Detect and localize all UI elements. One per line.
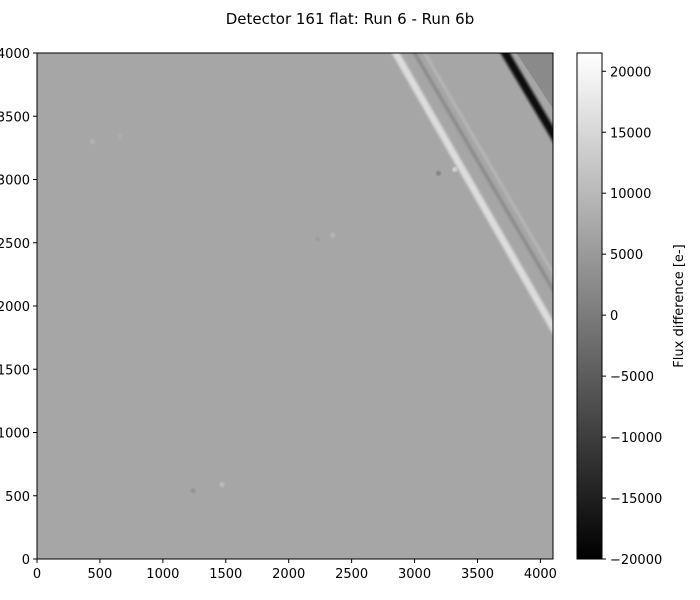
x-tick-label: 3500 xyxy=(461,567,494,582)
colorbar-tick-label: −5000 xyxy=(610,370,654,385)
y-tick-label: 1000 xyxy=(0,427,30,442)
y-tick-label: 3000 xyxy=(0,174,30,189)
x-tick-label: 500 xyxy=(88,567,113,582)
spot xyxy=(435,170,442,176)
colorbar-tick-label: −10000 xyxy=(610,431,662,446)
y-tick-label: 0 xyxy=(22,553,30,568)
spot xyxy=(117,133,123,140)
x-tick-label: 1000 xyxy=(146,567,179,582)
heatmap-image xyxy=(37,53,553,559)
spot xyxy=(219,481,225,487)
colorbar-gradient xyxy=(577,53,602,559)
x-tick-label: 3000 xyxy=(398,567,431,582)
colorbar-tick-label: −20000 xyxy=(610,553,662,568)
x-tick-label: 2000 xyxy=(272,567,305,582)
x-tick-label: 4000 xyxy=(524,567,557,582)
colorbar-tick-label: 0 xyxy=(610,309,618,324)
y-tick-label: 4000 xyxy=(0,47,30,62)
colorbar-tick-label: 20000 xyxy=(610,65,651,80)
dark-corner-stripe xyxy=(500,53,553,142)
x-tick-label: 0 xyxy=(33,567,41,582)
dark-ripple xyxy=(412,53,553,293)
y-tick-label: 500 xyxy=(5,490,30,505)
spot xyxy=(315,236,321,242)
colorbar-label: Flux difference [e-] xyxy=(672,244,687,367)
colorbar-tick-label: 5000 xyxy=(610,248,643,263)
spot xyxy=(452,166,458,172)
spot xyxy=(330,232,336,238)
heatmap-background xyxy=(37,53,553,559)
y-tick-label: 2000 xyxy=(0,300,30,315)
corner-region xyxy=(516,53,553,109)
colorbar-tick-label: 15000 xyxy=(610,126,651,141)
colorbar-frame xyxy=(576,52,603,560)
x-tick-label: 1500 xyxy=(209,567,242,582)
x-axis: 0 500 1000 1500 2000 2500 3000 3500 4000 xyxy=(33,559,557,582)
chart-title: Detector 161 flat: Run 6 - Run 6b xyxy=(226,10,475,28)
bright-diagonal-band xyxy=(391,53,553,335)
ripple xyxy=(423,53,553,276)
y-tick-label: 2500 xyxy=(0,237,30,252)
y-axis: 0 500 1000 1500 2000 2500 3000 3500 4000 xyxy=(0,47,37,568)
y-tick-label: 1500 xyxy=(0,363,30,378)
spot xyxy=(89,138,95,145)
x-tick-label: 2500 xyxy=(335,567,368,582)
y-tick-label: 3500 xyxy=(0,110,30,125)
colorbar-tick-label: −15000 xyxy=(610,492,662,507)
colorbar: −20000 −15000 −10000 −5000 0 5000 10000 15000 20… xyxy=(576,52,687,568)
colorbar-ticks: −20000 −15000 −10000 −5000 0 5000 10000 15000 20… xyxy=(602,65,662,568)
spot xyxy=(190,488,196,494)
colorbar-tick-label: 10000 xyxy=(610,187,651,202)
